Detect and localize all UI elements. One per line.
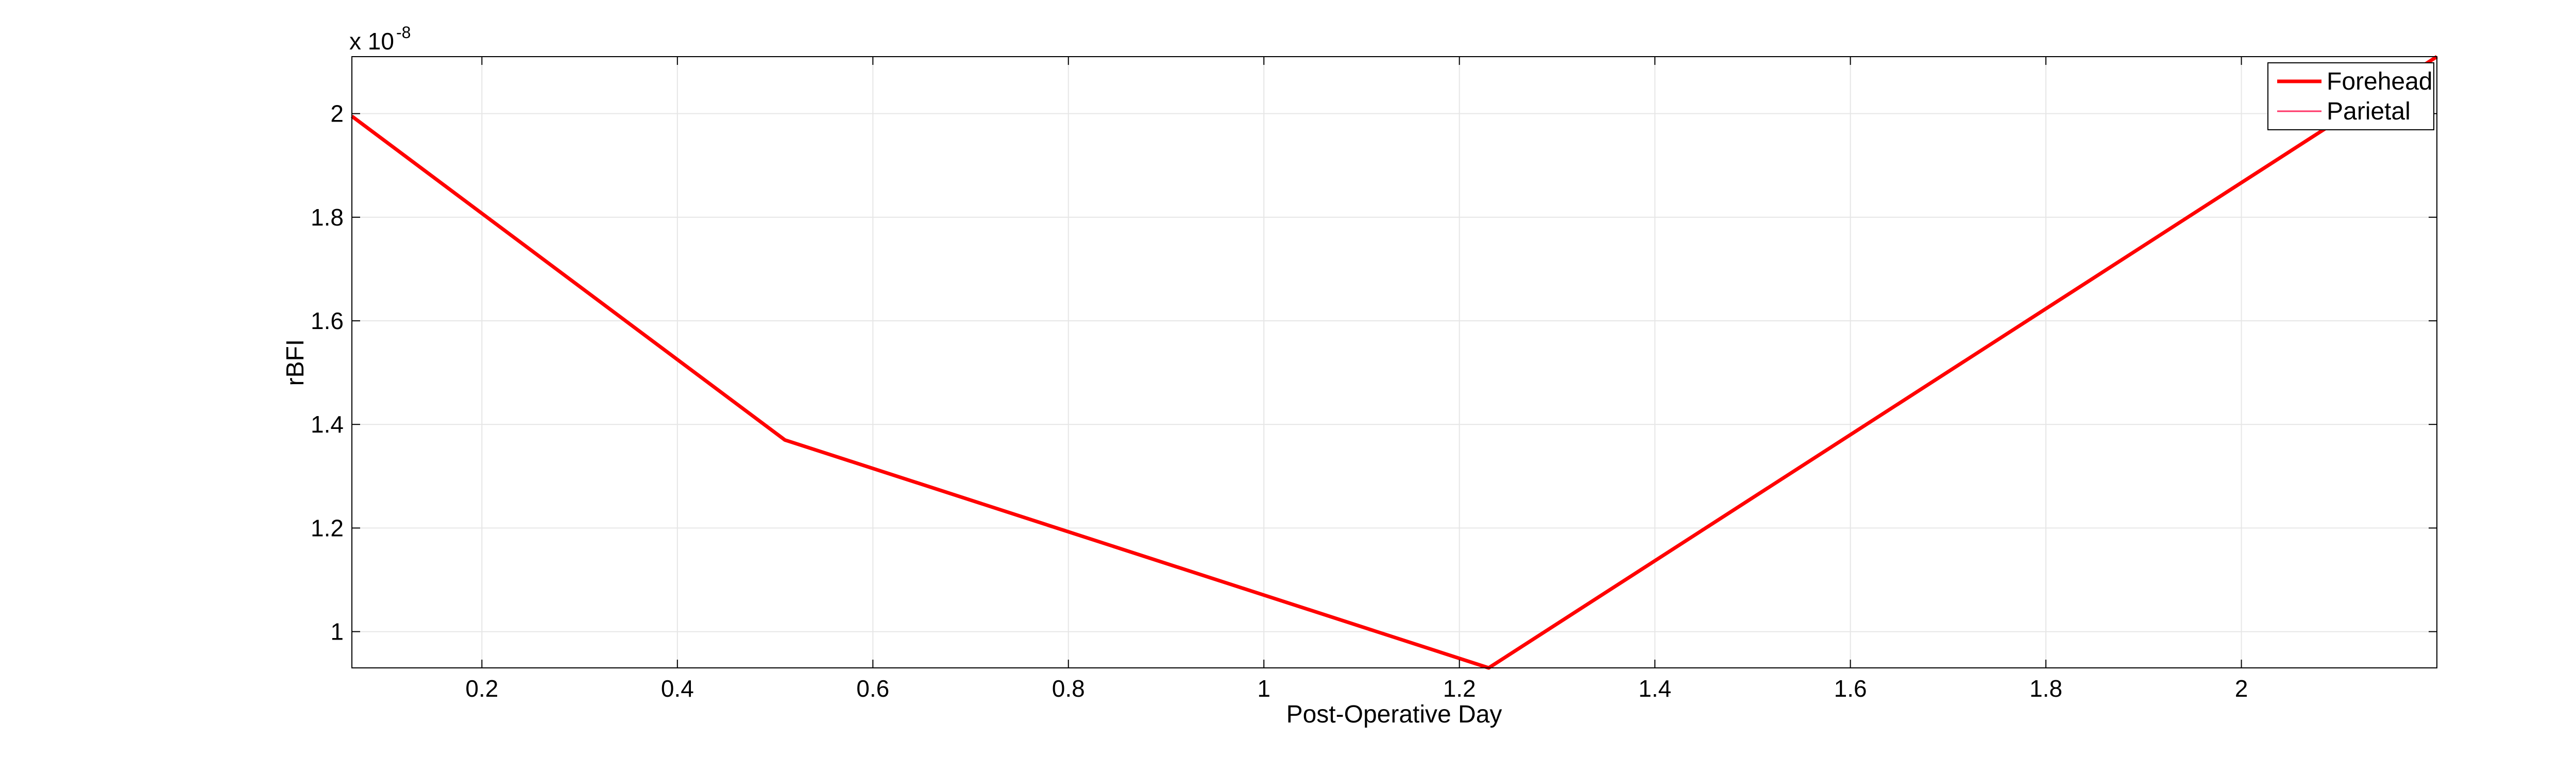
x-tick-label: 1.8	[2029, 675, 2062, 702]
x-axis-label: Post-Operative Day	[1286, 701, 1502, 728]
legend: Forehead Parietal	[2267, 62, 2434, 130]
y-tick-label: 1.2	[311, 514, 344, 541]
y-axis-exponent-power: -8	[396, 23, 411, 42]
y-tick-label: 1.8	[311, 204, 344, 231]
x-tick-label: 0.4	[661, 675, 694, 702]
y-tick-label: 2	[330, 100, 344, 127]
x-tick-label: 1.2	[1443, 675, 1476, 702]
axis-ticks: 0.2 0.4 0.6 0.8 1 1.2 1.4 1.6 1.8 2 1 1.2 1.4 1.6 1.8 2	[311, 57, 2437, 702]
x-tick-label: 2	[2235, 675, 2248, 702]
x-tick-label: 0.2	[465, 675, 498, 702]
x-tick-label: 0.8	[1052, 675, 1085, 702]
y-axis-exponent: x 10 -8	[349, 23, 411, 55]
y-axis-exponent-base: x 10	[349, 28, 394, 55]
grid-lines	[352, 57, 2437, 668]
legend-label-forehead: Forehead	[2327, 68, 2432, 95]
y-tick-label: 1	[330, 618, 344, 645]
x-tick-label: 1.6	[1834, 675, 1867, 702]
x-tick-label: 1.4	[1638, 675, 1671, 702]
plot-frame	[351, 56, 2437, 668]
legend-box	[2267, 62, 2434, 130]
plot-area	[352, 57, 2437, 668]
y-tick-label: 1.6	[311, 307, 344, 334]
x-tick-label: 1	[1257, 675, 1270, 702]
x-tick-label: 0.6	[856, 675, 889, 702]
legend-label-parietal: Parietal	[2327, 98, 2411, 125]
y-axis-label: rBFI	[282, 339, 309, 386]
series-lines	[350, 55, 2438, 670]
series-line-forehead	[350, 55, 2438, 670]
y-tick-label: 1.4	[311, 411, 344, 438]
